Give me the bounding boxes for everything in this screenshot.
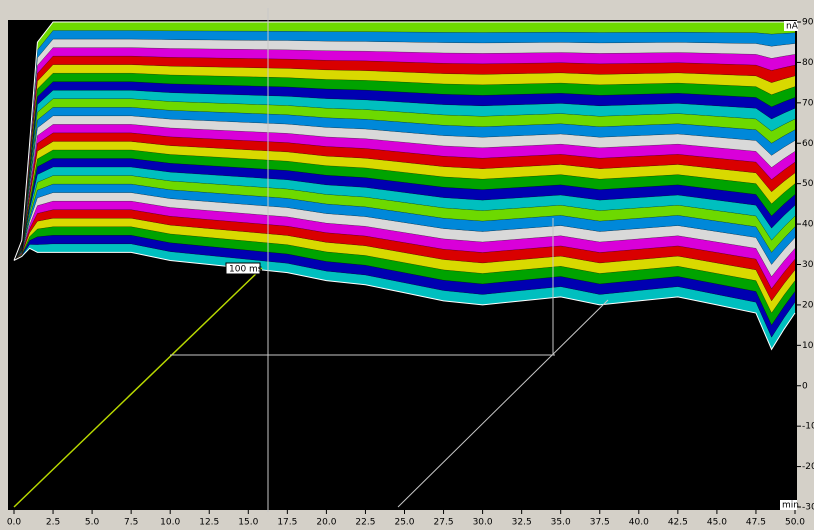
x-tick-label: 50.0: [785, 518, 805, 528]
trace-line: [13, 158, 796, 261]
envelope-line: [13, 21, 795, 261]
cursor-diagonal: [397, 299, 609, 508]
trace-band: [14, 218, 795, 313]
trace-line: [13, 166, 796, 261]
trace-line: [13, 90, 796, 261]
x-tick-label: 35.0: [551, 518, 571, 528]
trace-line: [13, 192, 796, 265]
x-tick-label: 5.0: [85, 518, 100, 528]
trace-line: [13, 81, 796, 261]
y-tick-label: 30: [802, 260, 814, 270]
x-unit: min: [782, 501, 799, 511]
envelope-line: [13, 247, 796, 351]
trace-band: [14, 73, 795, 261]
x-tick-label: 22.5: [355, 518, 375, 528]
trace-line: [13, 235, 796, 326]
trace-band: [14, 64, 795, 261]
x-tick-label: 15.0: [238, 518, 258, 528]
y-unit-box: [784, 21, 798, 31]
trace-line: [13, 200, 796, 277]
y-tick-label: 80: [802, 58, 814, 68]
x-tick-label: 20.0: [316, 518, 336, 528]
x-tick-label: 32.5: [512, 518, 532, 528]
trace-bands: [13, 22, 796, 350]
x-tick-label: 10.0: [160, 518, 180, 528]
trace-line: [13, 47, 796, 261]
trace-line: [13, 218, 796, 302]
trace-line: [13, 141, 796, 261]
y-tick-label: -10: [802, 422, 814, 432]
trace-label-box: [225, 262, 261, 275]
trace-band: [14, 209, 795, 301]
x-tick-label: 45.0: [707, 518, 727, 528]
trace-band: [14, 132, 795, 261]
x-tick-label: 42.5: [668, 518, 688, 528]
y-tick-label: 90: [802, 18, 814, 28]
x-tick-label: 12.5: [199, 518, 219, 528]
x-tick-label: 30.0: [473, 518, 493, 528]
x-tick-label: 2.5: [46, 518, 60, 528]
y-tick-label: 50: [802, 179, 814, 189]
trace-band: [14, 81, 795, 261]
x-tick-label: 0.0: [7, 518, 22, 528]
trace-band: [14, 226, 795, 326]
trace-line: [13, 98, 796, 261]
x-tick-label: 17.5: [277, 518, 297, 528]
trace-line: [13, 72, 796, 261]
x-tick-label: 25.0: [394, 518, 414, 528]
trace-band: [14, 184, 795, 265]
x-tick-label: 37.5: [590, 518, 610, 528]
trace-line: [13, 209, 796, 290]
trace-line: [13, 55, 796, 261]
trace-line: [13, 226, 796, 314]
trace-band: [14, 141, 795, 261]
trace-line: [13, 149, 796, 261]
y-tick-label: 60: [802, 139, 814, 149]
trace-line: [13, 115, 796, 261]
trace-label: 100 ms: [229, 265, 263, 275]
x-tick-label: 47.5: [746, 518, 766, 528]
plot-marks: [13, 21, 796, 351]
y-tick-label: -30: [802, 503, 814, 513]
y-tick-label: 70: [802, 98, 814, 108]
trace-line: [13, 30, 796, 261]
y-tick-label: 10: [802, 341, 814, 351]
trace-line: [13, 132, 796, 261]
x-unit-box: [780, 500, 797, 510]
time-axis-3d: [13, 267, 263, 508]
x-tick-label: 40.0: [629, 518, 649, 528]
trace-line: [13, 107, 796, 261]
trace-line: [13, 183, 796, 261]
x-tick-label: 27.5: [434, 518, 454, 528]
y-tick-label: 0: [802, 381, 808, 391]
y-tick-label: 40: [802, 220, 814, 230]
trace-line: [13, 175, 796, 261]
x-tick-label: 7.5: [124, 518, 138, 528]
trace-band: [14, 90, 795, 261]
y-tick-label: -20: [802, 462, 814, 472]
trace-band: [14, 201, 795, 289]
y-unit: nA: [786, 22, 799, 32]
trace-line: [13, 64, 796, 261]
trace-band: [14, 243, 795, 350]
trace-band: [14, 124, 795, 261]
trace-band: [14, 235, 795, 338]
trace-line: [13, 243, 796, 338]
trace-line: [13, 38, 796, 261]
y-tick-label: 20: [802, 300, 814, 310]
trace-line: [13, 124, 796, 261]
